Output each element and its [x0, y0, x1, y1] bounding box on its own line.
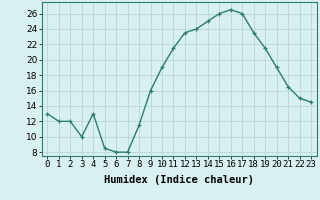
- X-axis label: Humidex (Indice chaleur): Humidex (Indice chaleur): [104, 175, 254, 185]
